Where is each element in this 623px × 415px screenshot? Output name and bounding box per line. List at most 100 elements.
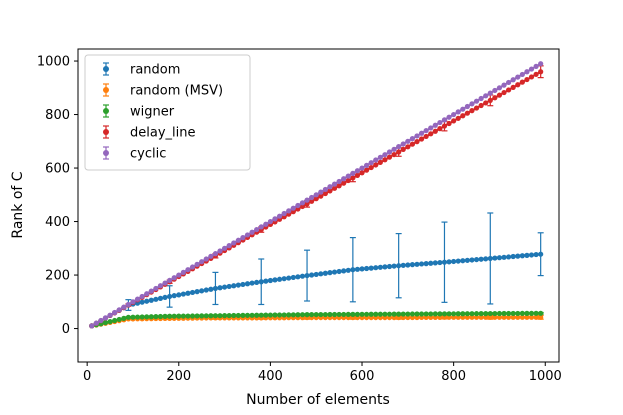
data-point	[290, 274, 296, 281]
data-point	[286, 312, 292, 318]
data-point	[350, 267, 356, 273]
data-point	[240, 235, 246, 241]
data-point	[139, 314, 145, 320]
data-point	[240, 312, 246, 318]
data-point	[373, 311, 379, 317]
data-point	[167, 277, 173, 284]
data-point	[185, 313, 191, 319]
data-point	[258, 312, 264, 318]
data-point	[506, 310, 512, 317]
data-point	[515, 314, 521, 320]
data-point	[506, 254, 512, 260]
data-point	[180, 291, 186, 297]
data-point	[437, 311, 443, 317]
data-point	[249, 280, 255, 286]
data-point	[487, 314, 493, 320]
data-point	[299, 312, 306, 318]
data-point	[501, 89, 507, 96]
plot-frame	[77, 48, 560, 363]
data-point	[354, 172, 361, 178]
data-point	[478, 256, 484, 262]
legend-label: random	[130, 63, 180, 78]
data-point	[157, 313, 164, 320]
data-point	[368, 265, 374, 271]
data-point	[496, 314, 503, 320]
data-point	[299, 273, 306, 279]
data-point	[162, 313, 168, 319]
legend-marker	[103, 87, 109, 93]
legend-entry: cyclic	[103, 146, 166, 162]
data-point	[423, 127, 429, 134]
data-point	[400, 262, 406, 268]
data-point	[528, 252, 535, 258]
data-point	[538, 314, 544, 320]
data-point	[391, 263, 397, 269]
data-point	[189, 289, 196, 296]
data-point	[441, 259, 448, 265]
data-point	[473, 311, 480, 317]
data-point	[405, 262, 411, 268]
y-tick-label: 800	[45, 108, 70, 123]
data-point	[373, 265, 379, 271]
data-point	[327, 270, 333, 276]
data-point	[313, 271, 319, 278]
data-point	[194, 313, 200, 319]
data-point	[130, 314, 136, 320]
y-tick-label: 600	[45, 162, 70, 177]
data-point	[221, 313, 228, 319]
legend-marker	[103, 66, 109, 72]
data-point	[391, 146, 397, 152]
data-point	[350, 170, 356, 176]
data-point	[327, 311, 333, 318]
data-point	[217, 313, 223, 319]
data-point	[473, 98, 480, 104]
data-point	[533, 314, 539, 320]
data-point	[446, 120, 452, 127]
data-point	[176, 292, 182, 298]
data-point	[515, 82, 521, 88]
data-point	[524, 76, 530, 83]
data-point	[276, 213, 283, 219]
data-point	[460, 106, 466, 112]
data-point	[382, 152, 388, 158]
data-point	[396, 311, 402, 317]
data-point	[519, 79, 525, 85]
data-point	[487, 97, 493, 103]
x-tick-label: 0	[83, 369, 91, 384]
data-point	[414, 133, 420, 139]
data-point	[432, 122, 438, 128]
data-point	[304, 272, 310, 279]
data-point	[107, 319, 113, 325]
data-point	[469, 314, 475, 320]
data-point	[506, 87, 512, 93]
legend-box	[84, 54, 251, 171]
data-point	[364, 167, 370, 173]
data-point	[496, 85, 503, 91]
data-point	[341, 268, 347, 274]
data-point	[267, 277, 273, 284]
y-tick-label: 400	[45, 215, 70, 230]
data-point	[299, 203, 306, 210]
data-point	[254, 312, 260, 318]
data-point	[405, 144, 411, 150]
data-point	[267, 218, 273, 225]
data-point	[478, 95, 484, 102]
data-point	[167, 293, 173, 300]
data-point	[93, 320, 99, 326]
series-wigner	[89, 310, 544, 329]
data-point	[460, 258, 466, 264]
legend-label: cyclic	[130, 147, 166, 162]
data-point	[483, 100, 489, 106]
data-point	[377, 159, 383, 165]
data-point	[506, 79, 512, 86]
data-point	[414, 139, 420, 145]
data-point	[235, 312, 241, 319]
data-point	[212, 251, 219, 257]
data-point	[396, 263, 402, 269]
data-point	[473, 256, 480, 263]
data-point	[483, 314, 489, 320]
data-point	[167, 313, 173, 319]
data-point	[276, 312, 283, 318]
data-point	[464, 110, 470, 116]
